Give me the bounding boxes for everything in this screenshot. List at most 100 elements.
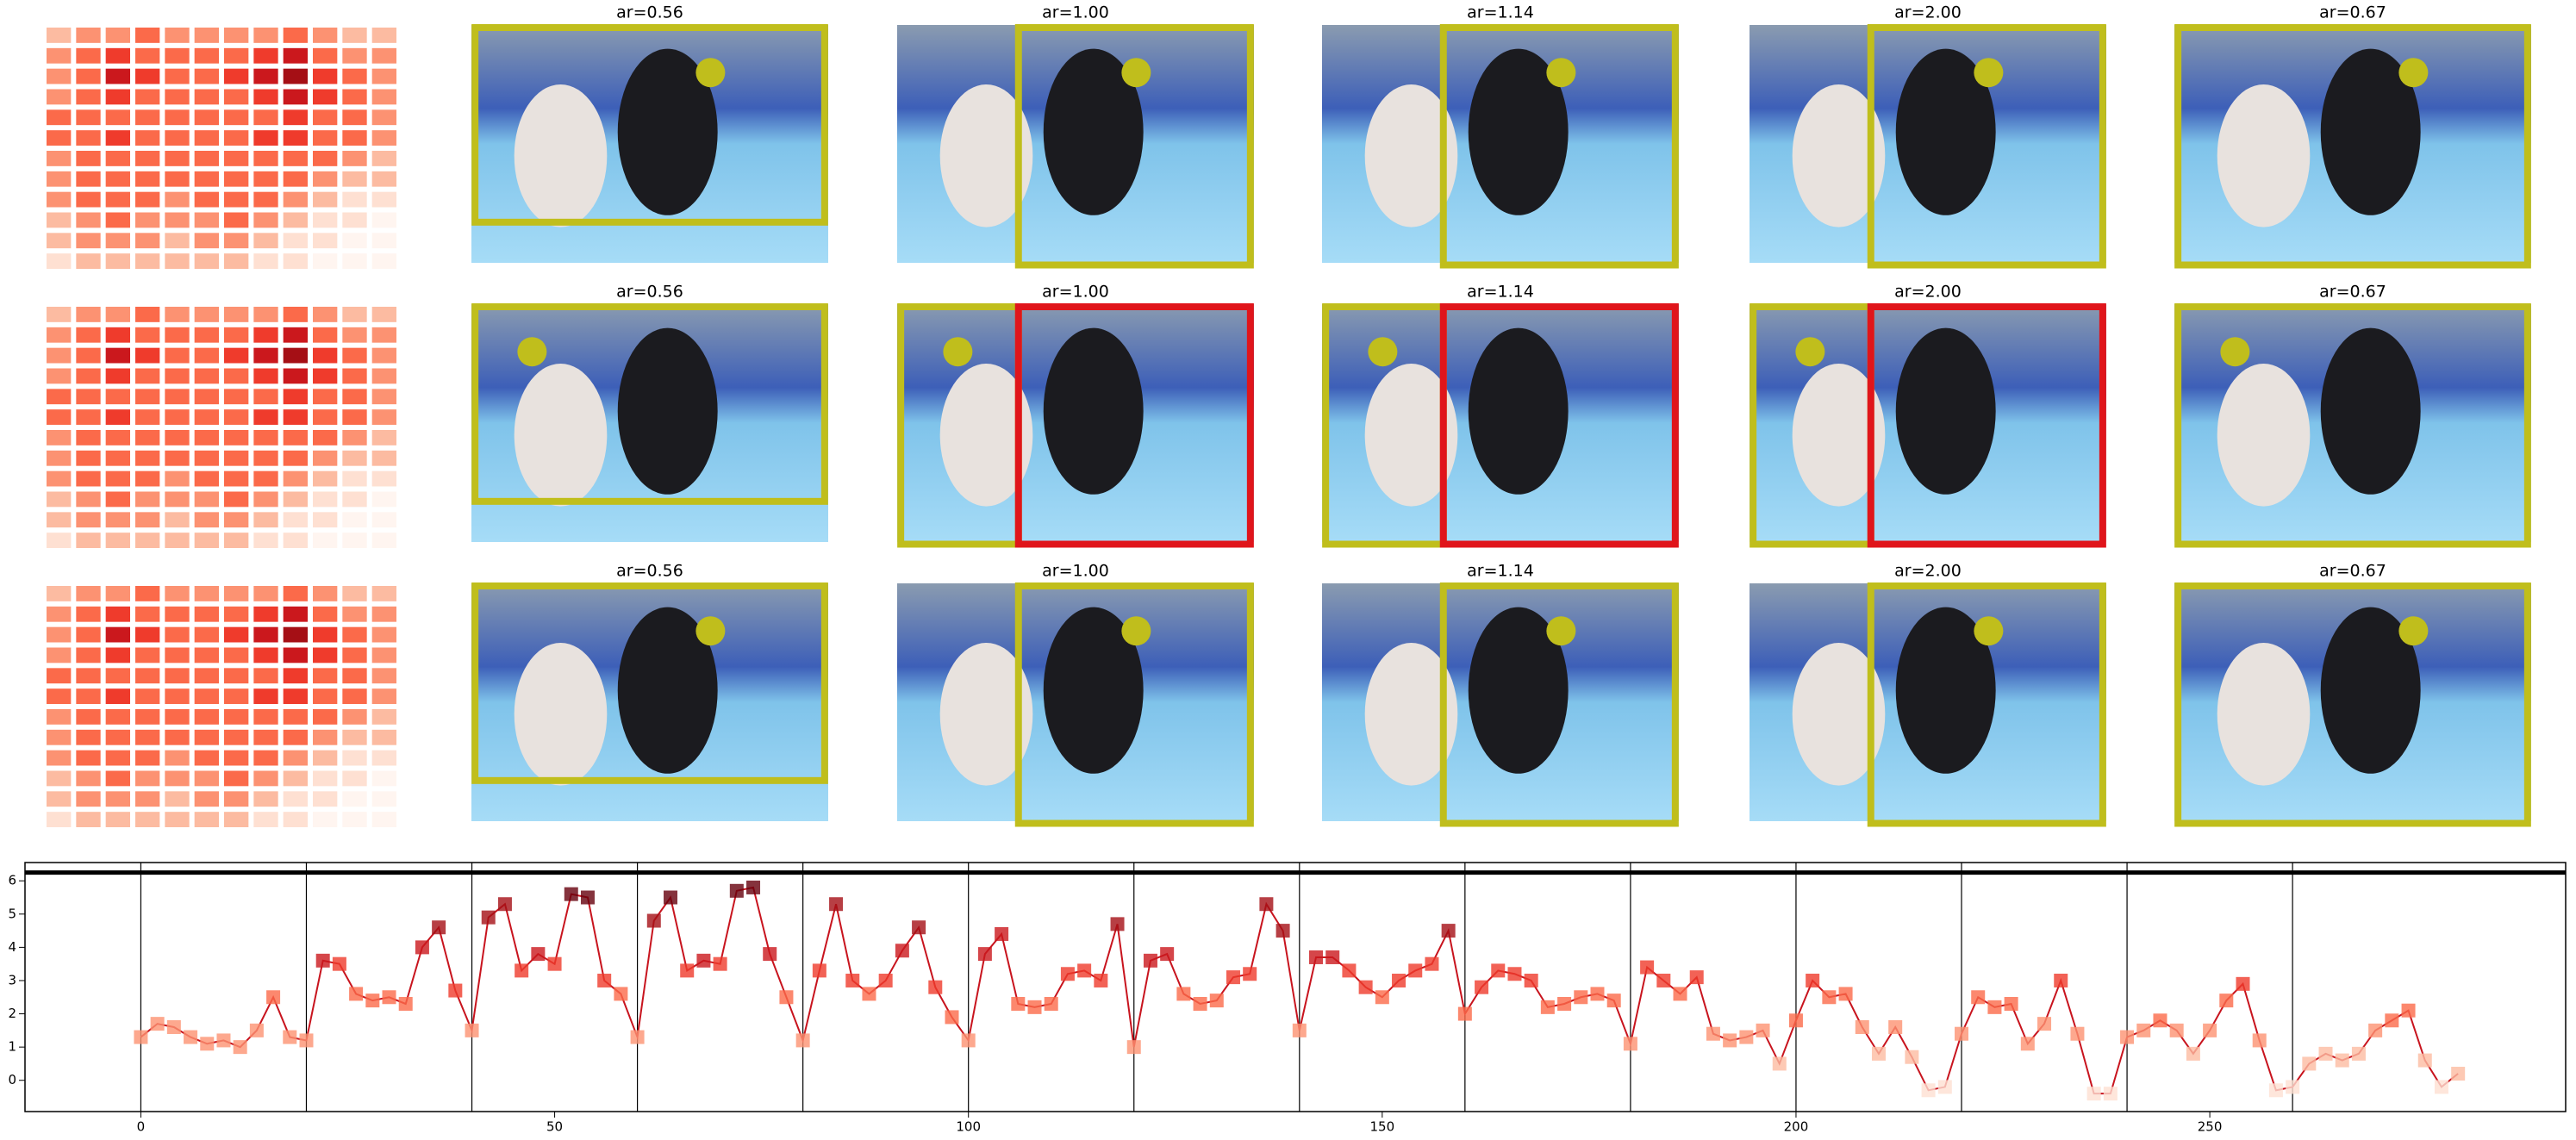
heatmap-cell <box>47 191 72 208</box>
heatmap-cell <box>342 47 367 64</box>
data-point <box>2037 1017 2052 1031</box>
heatmap-cell <box>371 307 396 322</box>
heatmap-cell <box>224 626 249 643</box>
heatmap-cell <box>342 409 367 425</box>
data-point <box>1193 996 1207 1011</box>
heatmap-cell <box>47 750 72 766</box>
y-tick-label: 6 <box>8 873 16 888</box>
data-point <box>2434 1080 2448 1094</box>
heatmap-cell <box>105 28 130 43</box>
heatmap-cell <box>371 533 396 548</box>
heatmap-cell <box>342 668 367 684</box>
panel-title: ar=0.56 <box>616 283 683 302</box>
heatmap-cell <box>135 470 160 487</box>
heatmap-cell <box>371 409 396 425</box>
heatmap-cell <box>165 812 190 827</box>
heatmap-cell <box>283 626 308 643</box>
heatmap-cell <box>194 812 219 827</box>
data-point <box>1739 1030 1754 1044</box>
keypoint <box>1546 58 1576 88</box>
data-point <box>564 887 578 901</box>
bounding-box <box>1439 24 1679 269</box>
data-point <box>184 1030 198 1044</box>
data-point <box>2385 1013 2399 1028</box>
heatmap-cell <box>283 647 308 663</box>
heatmap-cell <box>224 606 249 622</box>
player <box>1468 48 1569 215</box>
heatmap-cell <box>194 389 219 405</box>
player <box>939 84 1033 227</box>
data-point <box>1937 1080 1952 1094</box>
data-point <box>1822 990 1837 1005</box>
heatmap-cell <box>313 668 338 684</box>
heatmap-cell <box>194 450 219 466</box>
data-point <box>398 996 413 1011</box>
data-point <box>166 1019 181 1034</box>
heatmap-cell <box>194 729 219 745</box>
heatmap-cell <box>165 512 190 528</box>
keypoint <box>1121 616 1151 646</box>
heatmap-cell <box>224 709 249 725</box>
panel-title: ar=1.14 <box>1467 562 1534 581</box>
y-tick-label: 3 <box>8 972 16 987</box>
data-point <box>1358 980 1373 994</box>
heatmap-cell <box>47 68 72 84</box>
data-point <box>1457 1006 1472 1021</box>
bounding-box <box>2174 303 2531 548</box>
heatmap-cell <box>194 327 219 343</box>
data-point <box>614 987 628 1001</box>
heatmap-cell <box>313 109 338 126</box>
heatmap-cell <box>105 212 130 228</box>
heatmap-cell <box>47 647 72 663</box>
player <box>617 48 718 215</box>
heatmap-cell <box>371 68 396 84</box>
heatmap-cell <box>253 212 278 228</box>
heatmap-cell <box>342 512 367 528</box>
heatmap-cell <box>342 470 367 487</box>
heatmap-cell <box>313 327 338 343</box>
panel-title: ar=1.14 <box>1467 283 1534 302</box>
data-point <box>1971 990 1986 1005</box>
data-point <box>1838 987 1853 1001</box>
heatmap-cell <box>342 606 367 622</box>
heatmap-cell <box>371 389 396 405</box>
heatmap-cell <box>342 729 367 745</box>
heatmap-cell <box>194 606 219 622</box>
data-point <box>547 956 562 971</box>
heatmap-cell <box>342 709 367 725</box>
data-point <box>1788 1013 1803 1028</box>
heatmap-cell <box>283 171 308 187</box>
data-point <box>1689 970 1704 985</box>
data-point <box>1475 980 1489 994</box>
heatmap-cell <box>253 533 278 548</box>
heatmap-cell <box>194 191 219 208</box>
heatmap-cell <box>165 47 190 64</box>
player <box>514 84 608 227</box>
heatmap-cell <box>283 368 308 384</box>
heatmap-cell <box>47 512 72 528</box>
heatmap-cell <box>76 709 101 725</box>
heatmap-cell <box>76 233 101 249</box>
heatmap-cell <box>313 626 338 643</box>
heatmap-cell <box>105 586 130 601</box>
heatmap-cell <box>371 28 396 43</box>
heatmap-cell <box>313 450 338 466</box>
heatmap-cell <box>165 327 190 343</box>
bounding-box <box>1439 582 1679 827</box>
heatmap-cell <box>283 28 308 43</box>
data-point <box>1325 950 1340 964</box>
heatmap-cell <box>313 151 338 166</box>
heatmap-cell <box>135 130 160 146</box>
heatmap-cell <box>76 586 101 601</box>
heatmap-cell <box>342 151 367 166</box>
heatmap-cell <box>194 430 219 445</box>
heatmap-cell <box>47 688 72 704</box>
heatmap-cell <box>253 770 278 787</box>
data-point <box>1806 973 1820 987</box>
heatmap-cell <box>47 368 72 384</box>
panel-title: ar=0.56 <box>616 3 683 22</box>
heatmap-cell <box>47 212 72 228</box>
heatmap-cell <box>135 47 160 64</box>
heatmap-cell <box>47 812 72 827</box>
data-point <box>912 920 926 935</box>
